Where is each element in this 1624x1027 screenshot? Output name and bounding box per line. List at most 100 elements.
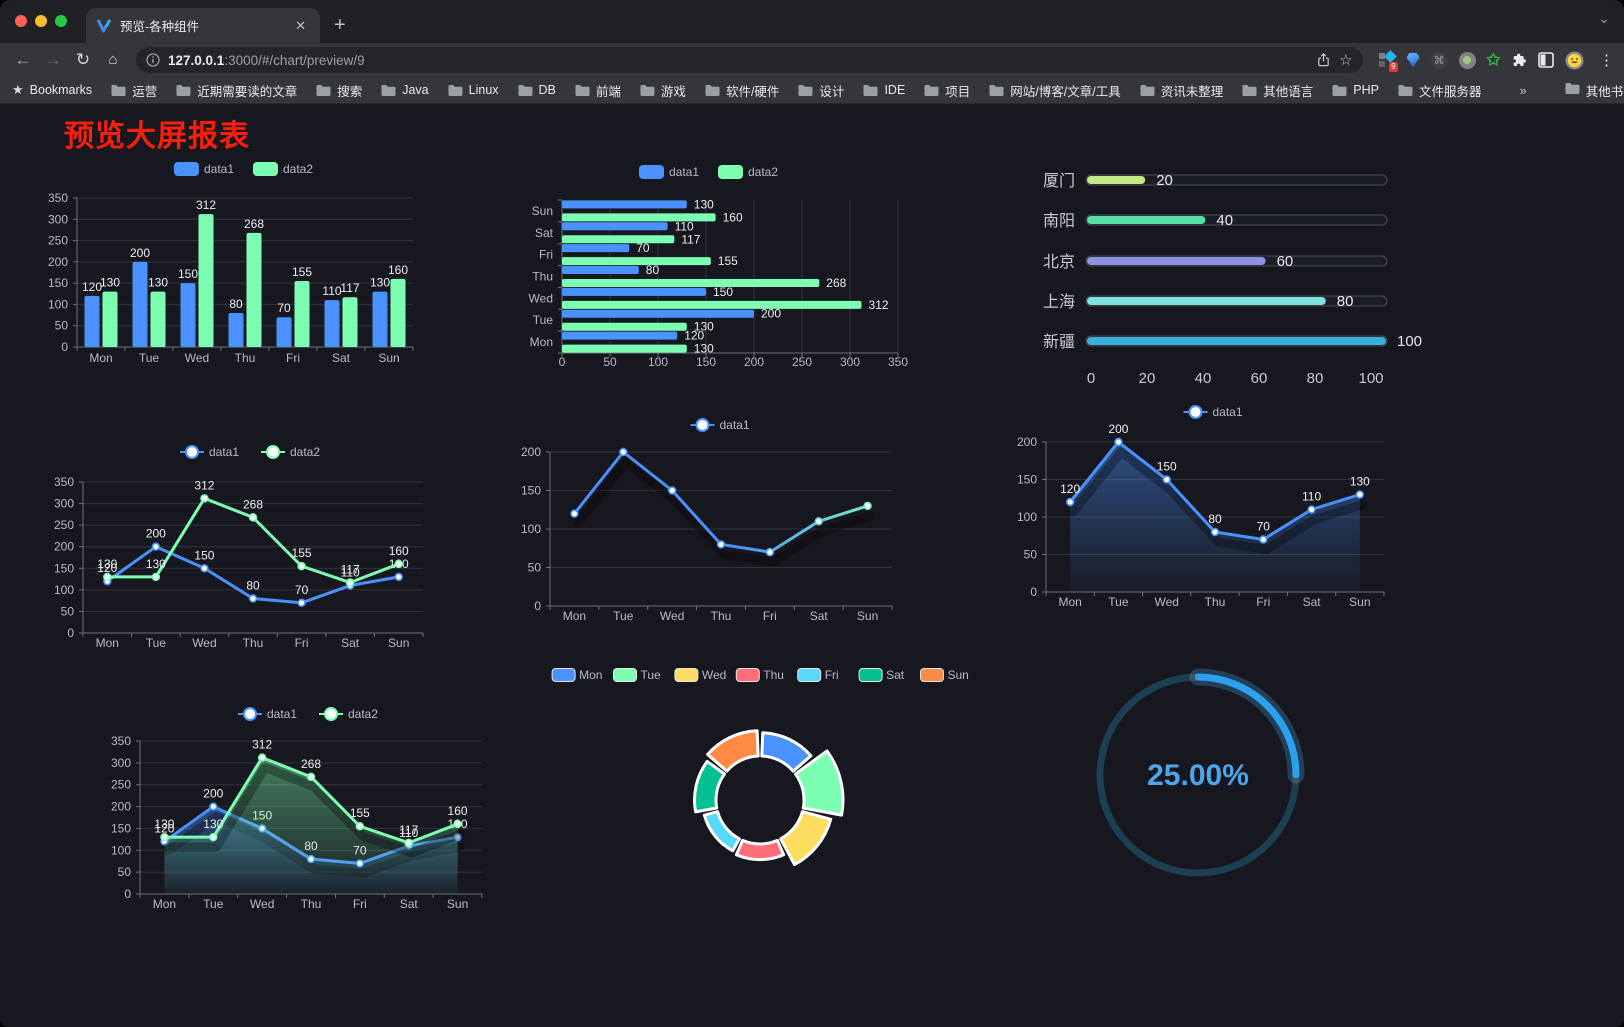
bookmark-folder[interactable]: PHP (1332, 81, 1379, 100)
chart-legend[interactable]: data1 data2 (639, 165, 778, 179)
bookmark-folder[interactable]: 软件/硬件 (705, 81, 779, 100)
reload-button[interactable]: ↻ (75, 50, 91, 69)
chart-legend[interactable]: data1 data2 (174, 162, 313, 176)
folder-icon (798, 84, 813, 97)
area-chart-two-series: 0 50 100 150 200 250 300 350 Mon Tue Wed Thu Fri Sat S… (111, 707, 483, 911)
browser-menu-icon[interactable]: ⋮ (1599, 52, 1614, 69)
address-bar[interactable]: 127.0.0.1:3000/#/chart/preview/9 ☆ (136, 47, 1363, 73)
side-panel-icon[interactable] (1538, 52, 1554, 68)
svg-text:南阳: 南阳 (1043, 212, 1075, 230)
svg-text:Thu: Thu (243, 636, 264, 650)
bookmark-star-icon[interactable]: ☆ (1339, 52, 1353, 69)
zoom-window-button[interactable] (55, 15, 67, 27)
bookmarks-bar: ★ Bookmarks 运营 近期需要读的文章 搜索 Java Linux DB 前端 游戏软… (0, 77, 1624, 104)
svg-text:0: 0 (61, 340, 68, 354)
svg-text:155: 155 (292, 265, 312, 279)
back-button[interactable]: ← (14, 50, 32, 69)
bookmarks-overflow-chevron[interactable]: » (1519, 82, 1527, 98)
bookmark-folder[interactable]: DB (518, 81, 556, 100)
chart-legend[interactable]: data1 data2 (238, 707, 378, 721)
svg-text:40: 40 (1216, 212, 1233, 229)
svg-text:312: 312 (252, 738, 272, 752)
extensions-puzzle-icon[interactable] (1511, 52, 1527, 68)
close-tab-icon[interactable]: ✕ (295, 17, 306, 33)
svg-text:50: 50 (528, 561, 542, 575)
minimize-window-button[interactable] (35, 15, 47, 27)
svg-text:300: 300 (54, 497, 74, 511)
browser-tab[interactable]: 预览-各种组件 ✕ (86, 8, 320, 43)
svg-text:80: 80 (646, 263, 660, 277)
svg-text:Sun: Sun (532, 204, 553, 218)
svg-text:110: 110 (341, 566, 360, 580)
svg-text:Sat: Sat (1303, 595, 1322, 609)
chart-legend[interactable]: data1 (690, 418, 750, 432)
bookmark-folder[interactable]: 搜索 (316, 81, 362, 100)
svg-text:北京: 北京 (1043, 253, 1075, 271)
bookmark-folder[interactable]: 文件服务器 (1398, 81, 1481, 100)
bookmarks-label: Bookmarks (29, 83, 93, 97)
bookmark-folder[interactable]: 近期需要读的文章 (176, 81, 297, 100)
extension-star-icon[interactable]: ✩ (1486, 52, 1500, 69)
svg-text:200: 200 (521, 445, 541, 459)
bookmark-folder-list: 运营 近期需要读的文章 搜索 Java Linux DB 前端 游戏 软件/硬件 设计 IDE 项目网… (111, 81, 1481, 100)
svg-text:data1: data1 (669, 165, 699, 179)
bookmark-folder[interactable]: 设计 (798, 81, 844, 100)
bookmark-folder[interactable]: 网站/博客/文章/工具 (989, 81, 1121, 100)
profile-avatar[interactable] (1565, 50, 1584, 70)
svg-text:Mon: Mon (579, 668, 602, 682)
svg-text:160: 160 (448, 804, 468, 818)
svg-text:150: 150 (111, 821, 131, 835)
svg-text:110: 110 (675, 219, 694, 233)
svg-text:data1: data1 (267, 707, 297, 721)
bookmark-folder[interactable]: 项目 (924, 81, 970, 100)
close-window-button[interactable] (15, 15, 27, 27)
extension-dot-icon[interactable] (1458, 51, 1476, 69)
bookmark-folder[interactable]: 游戏 (640, 81, 686, 100)
svg-text:厦门: 厦门 (1043, 172, 1075, 190)
svg-text:350: 350 (111, 734, 131, 748)
folder-icon (381, 84, 396, 97)
bookmark-folder[interactable]: 其他语言 (1242, 81, 1313, 100)
home-button[interactable]: ⌂ (108, 51, 118, 68)
share-icon[interactable] (1316, 52, 1331, 68)
bookmark-folder[interactable]: 运营 (111, 81, 157, 100)
svg-text:80: 80 (1208, 512, 1222, 526)
chart-legend[interactable]: data1 data2 (180, 445, 320, 459)
forward-button[interactable]: → (44, 50, 62, 69)
extension-gem-icon[interactable] (1406, 53, 1420, 67)
svg-text:Wed: Wed (250, 897, 274, 911)
svg-text:25.00%: 25.00% (1147, 759, 1249, 792)
url-text[interactable]: 127.0.0.1:3000/#/chart/preview/9 (168, 53, 1308, 68)
svg-text:268: 268 (244, 217, 264, 231)
svg-text:Sun: Sun (378, 351, 399, 365)
new-tab-button[interactable]: + (334, 14, 346, 36)
bookmarks-manager-item[interactable]: ★ Bookmarks (12, 82, 92, 98)
bookmark-folder[interactable]: 前端 (575, 81, 621, 100)
svg-text:80: 80 (246, 578, 260, 592)
bookmark-folder[interactable]: IDE (863, 81, 905, 100)
extension-command-icon[interactable]: ⌘ (1430, 51, 1448, 69)
bookmark-folder[interactable]: Linux (448, 81, 499, 100)
svg-text:250: 250 (111, 778, 131, 792)
svg-text:Thu: Thu (1205, 595, 1226, 609)
site-info-icon[interactable] (146, 53, 160, 67)
extension-userscript-icon[interactable]: 9 (1378, 49, 1398, 72)
svg-text:130: 130 (1350, 475, 1370, 489)
svg-text:0: 0 (124, 887, 131, 901)
line-chart-two-series: 0 50 100 150 200 250 300 350 Mon Tue Wed Thu Fri Sat S… (54, 445, 424, 650)
svg-text:200: 200 (111, 800, 131, 814)
tab-search-chevron-icon[interactable]: ⌄ (1598, 10, 1610, 26)
svg-text:Thu: Thu (711, 609, 732, 623)
bookmark-folder[interactable]: Java (381, 81, 429, 100)
svg-text:155: 155 (350, 806, 370, 820)
svg-text:Mon: Mon (96, 636, 119, 650)
extension-badge: 9 (1389, 61, 1398, 72)
svg-text:data1: data1 (720, 418, 750, 432)
chart-legend[interactable]: Mon Tue Wed Thu Fri Sat Sun (551, 668, 969, 682)
svg-text:Sun: Sun (447, 897, 468, 911)
chart-legend[interactable]: data1 (1183, 405, 1243, 419)
svg-text:Tue: Tue (613, 609, 634, 623)
bookmark-folder[interactable]: 资讯未整理 (1140, 81, 1223, 100)
other-bookmarks-folder[interactable]: 其他书签 (1565, 81, 1624, 100)
